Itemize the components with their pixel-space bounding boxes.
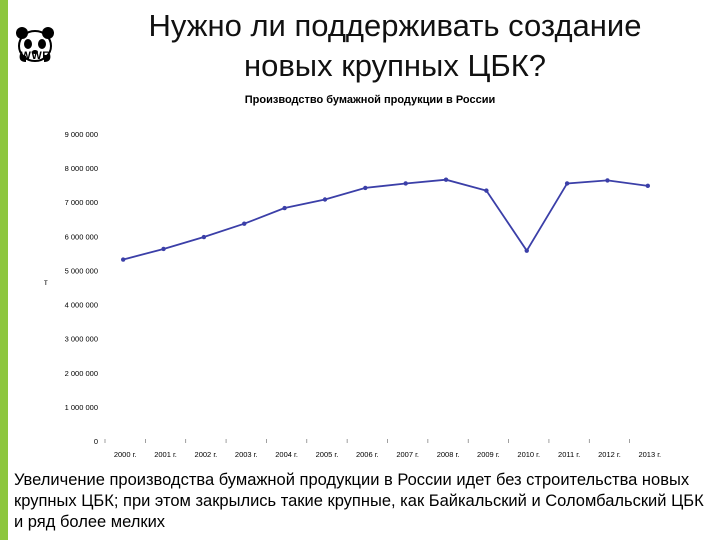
y-tick-label: 0 <box>94 437 98 446</box>
y-tick-label: 8 000 000 <box>65 164 98 173</box>
data-point <box>282 205 287 211</box>
line-chart: 0 1 000 000 2 000 000 3 000 000 4 000 000 5 0… <box>65 130 662 459</box>
title-line-1: Нужно ли поддерживать создание <box>148 8 642 43</box>
data-point <box>524 248 529 253</box>
y-tick-label: 9 000 000 <box>65 130 98 139</box>
data-point <box>322 197 328 202</box>
x-tick-label: 2006 г. <box>356 450 379 459</box>
data-point <box>242 221 247 226</box>
slide-title: Нужно ли поддерживать создание новых кру… <box>70 6 720 86</box>
chart-area: Производство бумажной продукции в России… <box>30 90 710 465</box>
chart-title: Производство бумажной продукции в России <box>244 94 496 106</box>
data-point <box>443 177 449 182</box>
y-tick-label: 7 000 000 <box>65 198 98 207</box>
accent-bar <box>0 0 8 540</box>
data-point <box>403 181 408 186</box>
series-line <box>122 178 648 261</box>
data-point <box>363 185 368 191</box>
y-tick-label: 2 000 000 <box>65 369 98 378</box>
slide-caption: Увеличение производства бумажной продукц… <box>14 471 704 531</box>
data-point <box>564 181 570 186</box>
data-point <box>484 188 489 193</box>
x-tick-label: 2005 г. <box>316 450 339 459</box>
x-tick-label: 2011 г. <box>558 450 580 459</box>
x-tick-label: 2007 г. <box>396 450 419 459</box>
data-point <box>605 178 610 183</box>
data-point <box>161 246 166 252</box>
x-tick-label: 2002 г. <box>195 450 218 459</box>
data-point <box>120 257 126 262</box>
y-tick-label: 4 000 000 <box>65 301 98 310</box>
y-tick-label: 1 000 000 <box>65 403 98 412</box>
data-point <box>645 183 651 189</box>
x-tick-label: 2008 г. <box>437 450 460 459</box>
x-tick-label: 2001 г. <box>154 450 177 459</box>
x-tick-label: 2003 г. <box>235 450 258 459</box>
x-tick-label: 2013 г. <box>638 450 661 459</box>
y-axis-label: т <box>44 278 48 287</box>
x-tick-label: 2010 г. <box>517 450 540 459</box>
panda-logo-icon <box>16 27 54 62</box>
data-point <box>201 234 207 240</box>
x-tick-label: 2000 г. <box>114 450 137 459</box>
title-line-2: новых крупных ЦБК? <box>243 48 547 83</box>
x-tick-label: 2012 г. <box>598 450 621 459</box>
y-tick-label: 3 000 000 <box>65 335 98 344</box>
wwf-logo-text: WWF <box>20 50 50 62</box>
y-tick-label: 5 000 000 <box>65 266 98 275</box>
x-tick-label: 2004 г. <box>275 450 298 459</box>
y-tick-label: 6 000 000 <box>65 232 98 241</box>
x-tick-label: 2009 г. <box>477 450 500 459</box>
